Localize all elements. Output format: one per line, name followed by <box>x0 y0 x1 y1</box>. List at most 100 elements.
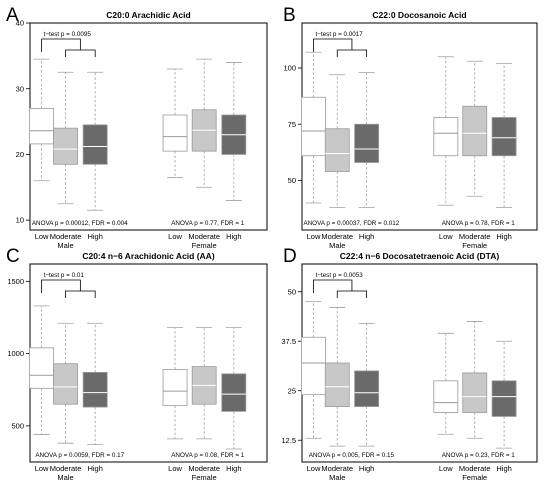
box-iqr <box>462 372 488 413</box>
box-1 <box>29 58 55 182</box>
category-label: Moderate <box>188 464 220 473</box>
box-iqr <box>29 347 55 389</box>
category-label: Moderate <box>321 232 353 241</box>
panel-letter: D <box>283 246 297 267</box>
category-label: Low <box>439 232 453 241</box>
anova-label: ANOVA p = 0.08, FDR = 1 <box>171 452 245 459</box>
box-iqr <box>162 369 188 407</box>
box-5 <box>462 321 488 439</box>
ttest-bracket: t−test p = 0.01 <box>41 272 96 298</box>
box-2 <box>53 322 78 444</box>
box-iqr <box>491 380 517 417</box>
y-tick-label: 10 <box>16 216 24 225</box>
bracket-main <box>313 279 353 293</box>
panel-c: C C20:4 n−6 Arachidonic Acid (AA) 500 1000 1… <box>6 246 268 482</box>
box-6 <box>491 340 517 449</box>
bracket-sub <box>336 49 368 57</box>
ttest-label: t−test p = 0.0017 <box>316 31 364 38</box>
box-iqr <box>53 363 78 405</box>
box-iqr <box>53 127 78 165</box>
group-label: Female <box>192 473 217 482</box>
category-label: High <box>87 464 102 473</box>
category-label: Low <box>168 232 182 241</box>
box-6 <box>221 62 247 201</box>
ttest-label: t−test p = 0.01 <box>44 272 85 279</box>
category-label: Moderate <box>188 232 220 241</box>
category-label: Low <box>439 464 453 473</box>
category-label: Low <box>307 464 321 473</box>
bracket-sub <box>336 290 368 298</box>
bracket-main <box>313 38 353 52</box>
bracket-main <box>41 38 81 52</box>
box-iqr <box>491 117 517 157</box>
ttest-bracket: t−test p = 0.0095 <box>41 31 96 57</box>
ttest-bracket: t−test p = 0.0053 <box>313 272 368 298</box>
y-tick-label: 20 <box>16 150 24 159</box>
ttest-label: t−test p = 0.0095 <box>44 31 92 38</box>
anova-label: ANOVA p = 0.78, FDR = 1 <box>442 220 516 227</box>
box-2 <box>324 307 350 447</box>
box-iqr <box>29 108 55 145</box>
group-label: Female <box>462 473 487 482</box>
y-tick-label: 75 <box>288 120 296 129</box>
box-iqr <box>462 105 488 157</box>
category-label: Moderate <box>321 464 353 473</box>
category-label: Low <box>307 232 321 241</box>
anova-label: ANOVA p = 0.0059, FDR = 0.17 <box>35 452 124 459</box>
box-iqr <box>301 336 326 396</box>
box-iqr <box>354 370 380 407</box>
category-label: High <box>87 232 102 241</box>
category-label: Moderate <box>459 464 491 473</box>
group-label: Female <box>192 241 217 250</box>
box-6 <box>491 63 517 208</box>
box-4 <box>433 332 459 435</box>
category-label: High <box>496 232 511 241</box>
box-4 <box>162 327 188 440</box>
box-iqr <box>433 380 459 413</box>
box-3 <box>354 72 380 208</box>
box-iqr <box>324 362 350 407</box>
anova-label: ANOVA p = 0.00037, FDR = 0.012 <box>303 220 399 227</box>
box-5 <box>462 60 488 197</box>
box-4 <box>433 56 459 206</box>
category-label: Low <box>168 464 182 473</box>
y-tick-label: 37.5 <box>281 337 296 346</box>
category-label: Moderate <box>50 464 82 473</box>
ttest-bracket: t−test p = 0.0017 <box>313 31 368 57</box>
panel-letter: C <box>6 246 20 267</box>
y-tick-label: 30 <box>16 84 24 93</box>
box-iqr <box>433 117 459 157</box>
category-label: Moderate <box>459 232 491 241</box>
anova-label: ANOVA p = 0.23, FDR = 1 <box>442 452 516 459</box>
category-label: High <box>359 232 374 241</box>
y-tick-label: 40 <box>16 19 24 28</box>
box-iqr <box>162 114 188 152</box>
box-2 <box>324 74 350 208</box>
panel-title: C22:4 n−6 Docosatetraenoic Acid (DTA) <box>340 251 500 261</box>
category-label: High <box>226 464 241 473</box>
y-tick-label: 1500 <box>7 277 24 286</box>
box-2 <box>53 71 78 205</box>
box-4 <box>162 68 188 178</box>
category-label: High <box>359 464 374 473</box>
panel-title: C20:0 Arachidic Acid <box>106 10 190 20</box>
y-tick-label: 50 <box>288 176 296 185</box>
panel-d: D C22:4 n−6 Docosatetraenoic Acid (DTA) 12… <box>281 246 538 482</box>
category-label: Moderate <box>50 232 82 241</box>
box-iqr <box>354 123 380 163</box>
group-label: Male <box>57 473 73 482</box>
panel-letter: A <box>6 5 19 26</box>
y-tick-label: 100 <box>283 64 296 73</box>
box-1 <box>301 301 326 439</box>
group-label: Male <box>57 241 73 250</box>
panel-letter: B <box>283 5 296 26</box>
anova-label: ANOVA p = 0.005, FDR = 0.15 <box>309 452 395 459</box>
category-label: Low <box>35 232 49 241</box>
anova-label: ANOVA p = 0.00012, FDR = 0.004 <box>32 220 128 227</box>
box-iqr <box>301 96 326 157</box>
category-label: High <box>226 232 241 241</box>
category-label: High <box>496 464 511 473</box>
